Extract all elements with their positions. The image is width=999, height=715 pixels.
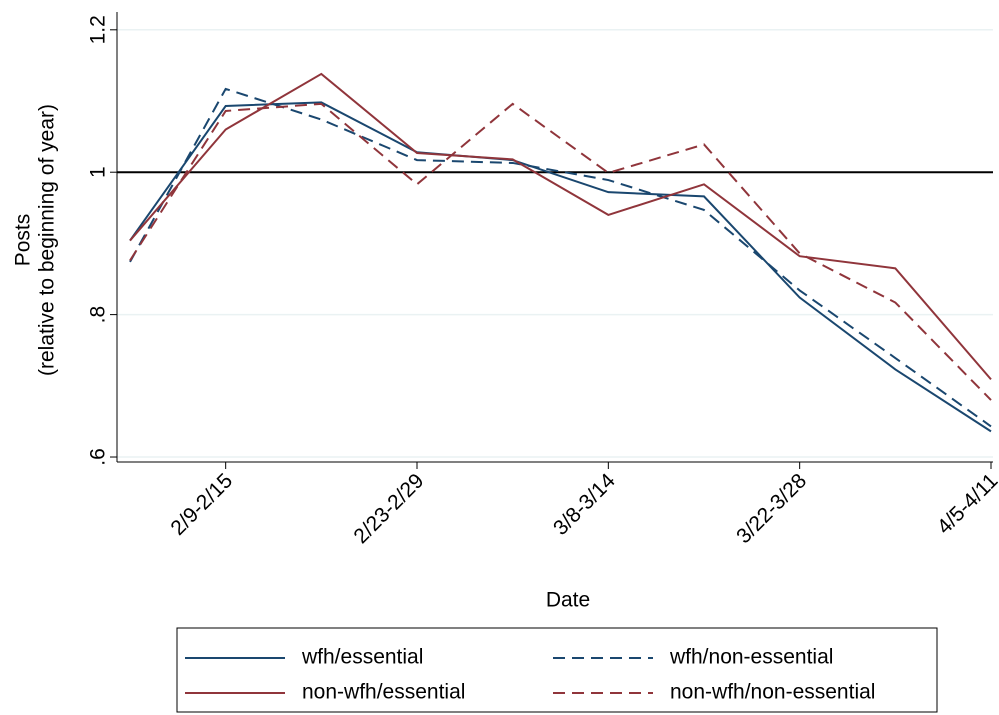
series-line xyxy=(129,101,992,433)
x-axis-title: Date xyxy=(546,589,590,612)
legend-label: non-wfh/non-essential xyxy=(670,681,875,704)
x-tick-label: 4/5-4/11 xyxy=(933,469,999,539)
y-tick-label: 1.2 xyxy=(87,15,110,44)
series-line xyxy=(129,72,992,381)
y-tick-label: .8 xyxy=(87,306,110,324)
y-axis-title: Posts xyxy=(12,214,35,267)
series-line xyxy=(129,87,992,428)
x-tick-label: 3/22-3/28 xyxy=(732,469,811,548)
y-tick-label: 1 xyxy=(87,166,110,178)
legend-label: wfh/non-essential xyxy=(669,646,833,669)
legend-box xyxy=(176,627,938,713)
legend-label: non-wfh/essential xyxy=(302,681,465,704)
legend-label: wfh/essential xyxy=(301,646,423,669)
series-line xyxy=(129,102,992,401)
x-tick-label: 2/9-2/15 xyxy=(166,469,237,540)
x-tick-label: 3/8-3/14 xyxy=(549,469,620,540)
x-tick-label: 2/23-2/29 xyxy=(349,469,428,548)
y-axis-title: (relative to beginning of year) xyxy=(36,104,59,376)
y-tick-label: .6 xyxy=(87,448,110,466)
